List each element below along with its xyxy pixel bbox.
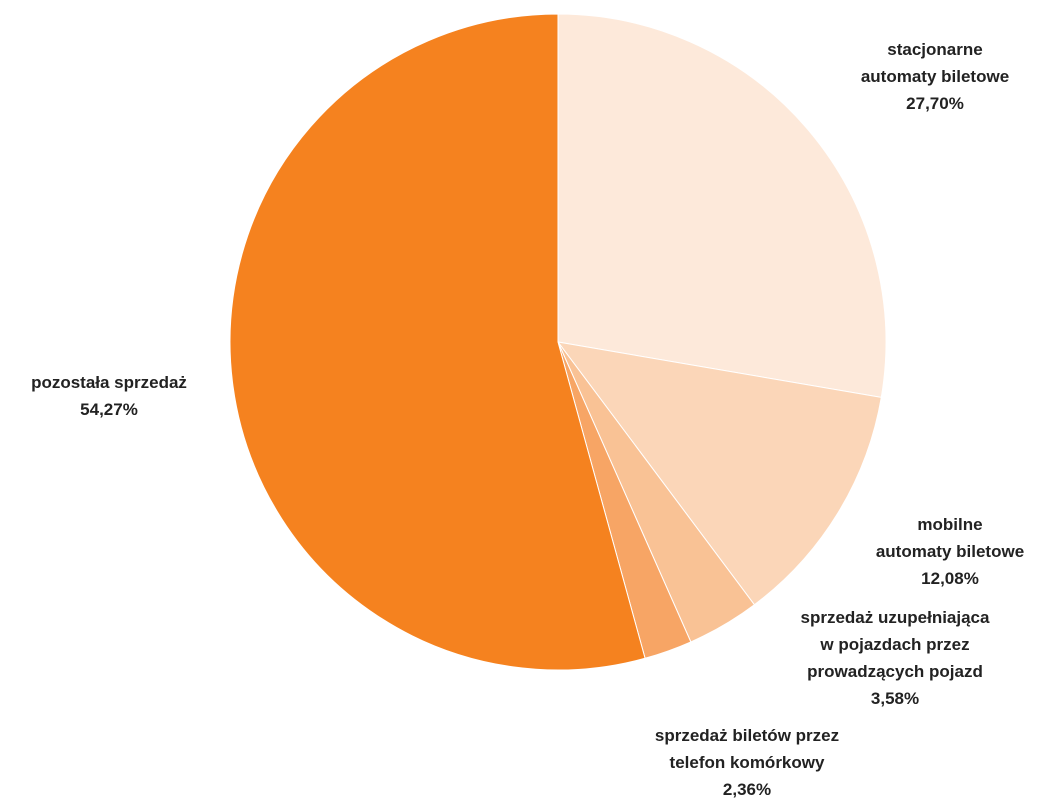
label-uzupelniajaca-line-3: prowadzących pojazd (807, 662, 983, 681)
label-stacjonarne-value: 27,70% (906, 94, 964, 113)
label-uzupelniajaca-line-2: w pojazdach przez (820, 635, 970, 654)
label-pozostala-value: 54,27% (80, 400, 138, 419)
pie-slice-stacjonarne (557, 13, 887, 399)
label-uzupelniajaca-value: 3,58% (870, 689, 920, 708)
pie-slice-pozostala (229, 13, 646, 671)
label-stacjonarne: stacjonarne automaty biletowe 27,70% (820, 36, 1050, 117)
label-stacjonarne-line-2: automaty biletowe (860, 67, 1010, 86)
label-pozostala-line-1: pozostała sprzedaż (31, 373, 187, 392)
label-stacjonarne-line-1: stacjonarne (887, 40, 983, 59)
label-mobilne-line-1: mobilne (917, 515, 983, 534)
label-mobilne-value: 12,08% (921, 569, 979, 588)
label-telefon: sprzedaż biletów przez telefon komórkowy… (622, 722, 872, 803)
label-uzupelniajaca-line-1: sprzedaż uzupełniająca (800, 608, 990, 627)
label-pozostala: pozostała sprzedaż 54,27% (0, 369, 218, 423)
label-telefon-line-2: telefon komórkowy (669, 753, 825, 772)
label-mobilne-line-2: automaty biletowe (875, 542, 1025, 561)
pie-slice-mobilne (556, 341, 882, 606)
label-telefon-value: 2,36% (722, 780, 772, 799)
label-mobilne: mobilne automaty biletowe 12,08% (830, 511, 1064, 592)
label-uzupelniajaca: sprzedaż uzupełniająca w pojazdach przez… (760, 604, 1030, 712)
label-telefon-line-1: sprzedaż biletów przez (654, 726, 840, 745)
